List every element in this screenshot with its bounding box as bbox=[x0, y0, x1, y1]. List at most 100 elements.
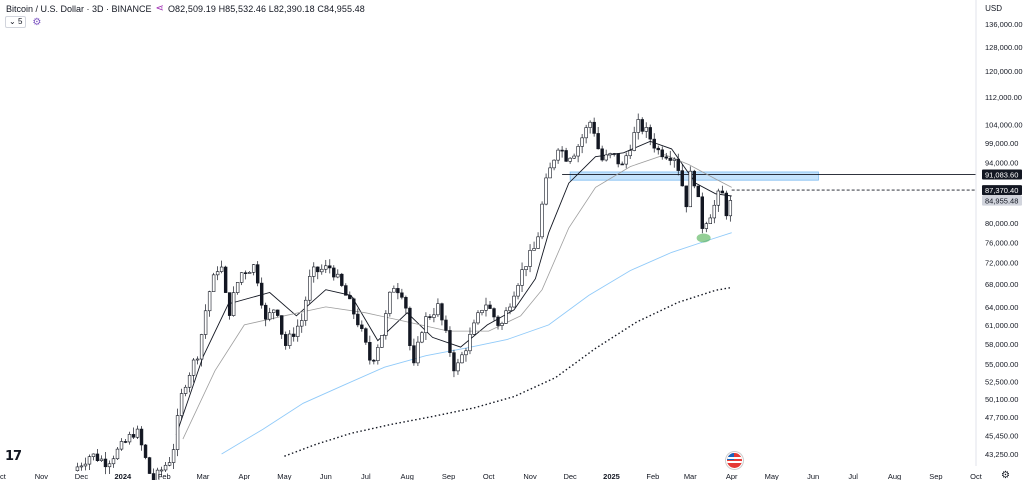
candle-body bbox=[312, 266, 316, 277]
symbol-title[interactable]: Bitcoin / U.S. Dollar · 3D · BINANCE bbox=[6, 3, 152, 14]
candle-body bbox=[588, 121, 592, 128]
candle bbox=[364, 327, 368, 345]
dip-marker-ellipse[interactable] bbox=[696, 233, 711, 243]
candle bbox=[199, 333, 204, 367]
candle-body bbox=[284, 334, 288, 346]
y-tick-label: 50,100.00 bbox=[985, 395, 1018, 404]
candle bbox=[516, 283, 520, 300]
candle-body bbox=[540, 203, 544, 238]
y-tick-label: 61,000.00 bbox=[985, 321, 1018, 330]
candle-body bbox=[600, 148, 604, 161]
time-axis[interactable]: Oct Nov Dec 2024 Feb Mar Apr May Jun Jul Aug Sep Oct… bbox=[0, 472, 983, 480]
candle-body bbox=[171, 449, 176, 463]
candle bbox=[696, 185, 700, 198]
candle bbox=[99, 455, 104, 463]
candle bbox=[412, 338, 416, 366]
candle bbox=[396, 282, 400, 300]
candle-body bbox=[320, 268, 324, 273]
candle bbox=[460, 351, 464, 364]
candle bbox=[183, 384, 188, 397]
candle bbox=[115, 447, 120, 461]
x-tick-label: Dec bbox=[563, 472, 577, 480]
candle bbox=[532, 241, 536, 251]
candle-body bbox=[508, 306, 512, 312]
candle-body bbox=[276, 309, 280, 316]
candle bbox=[616, 153, 620, 168]
candle bbox=[524, 266, 528, 277]
candle-body bbox=[536, 236, 540, 249]
candle-body bbox=[612, 153, 616, 155]
ma-line bbox=[221, 232, 732, 455]
candle-body bbox=[640, 119, 644, 132]
candle-body bbox=[500, 323, 504, 326]
us-flag-icon[interactable] bbox=[726, 452, 743, 469]
candle-body bbox=[91, 453, 96, 457]
candle bbox=[175, 408, 180, 457]
candle bbox=[344, 283, 348, 296]
chart-settings-icon[interactable]: ⚙ bbox=[1001, 470, 1010, 481]
candle bbox=[95, 448, 100, 462]
candle bbox=[568, 157, 572, 164]
x-tick-label: Jul bbox=[848, 472, 858, 480]
candle bbox=[640, 117, 644, 135]
candle bbox=[484, 297, 488, 317]
candle bbox=[548, 162, 552, 179]
candle bbox=[488, 300, 492, 309]
candle-body bbox=[396, 288, 400, 294]
candle bbox=[436, 298, 440, 317]
candle bbox=[708, 214, 713, 224]
candle-body bbox=[300, 320, 304, 327]
tradingview-logo-icon[interactable]: 17 bbox=[5, 449, 22, 464]
currency-label[interactable]: USD bbox=[985, 4, 1002, 13]
chevron-down-icon: ⌄ bbox=[9, 17, 16, 26]
candle-body bbox=[680, 170, 684, 187]
candle bbox=[231, 286, 236, 317]
candle bbox=[712, 199, 717, 224]
y-tick-label: 80,000.00 bbox=[985, 219, 1018, 228]
candle-body bbox=[308, 276, 312, 301]
y-tick-label: 55,000.00 bbox=[985, 360, 1018, 369]
candle-body bbox=[468, 334, 472, 352]
x-tick-label: Sep bbox=[929, 472, 942, 480]
horizontal-lines[interactable] bbox=[562, 174, 976, 191]
candle bbox=[576, 144, 580, 163]
y-tick-label: 104,000.00 bbox=[985, 121, 1023, 130]
candle-body bbox=[324, 265, 328, 270]
candle bbox=[255, 261, 260, 287]
candle-body bbox=[272, 309, 276, 313]
candle bbox=[171, 443, 176, 470]
candle-body bbox=[476, 312, 480, 324]
candle bbox=[187, 372, 192, 393]
share-icon[interactable]: ⋖ bbox=[155, 3, 164, 14]
x-tick-label: Oct bbox=[483, 472, 496, 480]
candle-body bbox=[139, 428, 144, 446]
candle-body bbox=[544, 177, 548, 205]
candle-body bbox=[632, 132, 636, 151]
candle-body bbox=[372, 359, 376, 362]
candle bbox=[720, 185, 725, 194]
candle bbox=[716, 188, 721, 212]
settings-icon[interactable]: ⚙ bbox=[32, 16, 42, 28]
candle-body bbox=[87, 456, 92, 465]
y-tick-label: 120,000.00 bbox=[985, 67, 1023, 76]
candle bbox=[448, 326, 452, 357]
candle-body bbox=[424, 316, 428, 334]
candle bbox=[75, 462, 80, 472]
candle-body bbox=[448, 330, 452, 353]
candle-body bbox=[400, 292, 404, 298]
candle-body bbox=[692, 170, 696, 187]
x-tick-label: Nov bbox=[35, 472, 49, 480]
indicators-toggle[interactable]: ⌄ 5 bbox=[5, 16, 27, 28]
candle bbox=[724, 190, 729, 220]
candle bbox=[83, 457, 88, 471]
candle bbox=[163, 461, 168, 472]
candle bbox=[296, 319, 300, 342]
candle bbox=[332, 265, 336, 281]
candle-body bbox=[231, 292, 236, 316]
candle-body bbox=[568, 157, 572, 162]
price-axis[interactable]: 136,000.00 128,000.00 120,000.00 112,000.00… bbox=[975, 0, 1024, 480]
candle bbox=[91, 453, 96, 461]
candle-body bbox=[452, 352, 456, 372]
candle-body bbox=[99, 458, 104, 462]
